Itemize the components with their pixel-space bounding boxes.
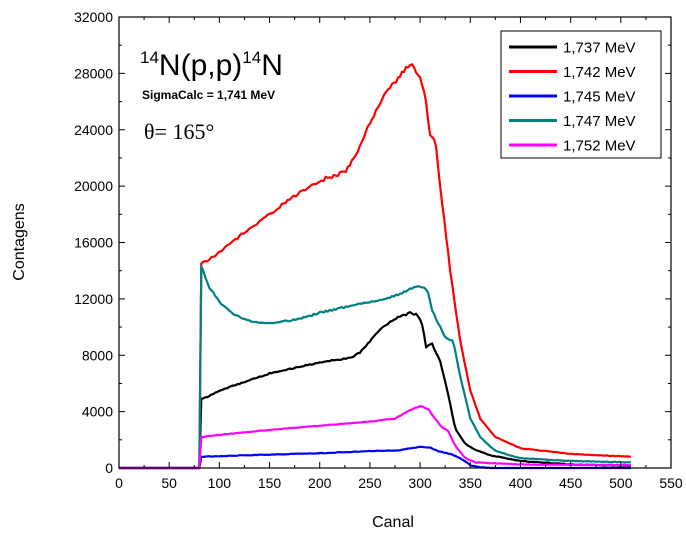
- x-tick-label: 300: [408, 475, 432, 491]
- x-tick-label: 200: [308, 475, 332, 491]
- y-tick-label: 16000: [74, 235, 113, 251]
- x-tick-label: 550: [659, 475, 683, 491]
- y-tick-label: 8000: [82, 347, 113, 363]
- legend-label: 1,752 MeV: [563, 138, 636, 155]
- series-line: [119, 405, 632, 470]
- series-line: [119, 311, 632, 470]
- series-line: [119, 63, 632, 470]
- x-tick-label: 400: [509, 475, 533, 491]
- y-tick-label: 4000: [82, 404, 113, 420]
- theta-annotation: θ= 165°: [144, 119, 214, 144]
- y-tick-label: 28000: [74, 65, 113, 81]
- y-tick-label: 0: [105, 460, 113, 476]
- x-tick-label: 100: [208, 475, 232, 491]
- x-tick-label: 350: [459, 475, 483, 491]
- series-line: [119, 265, 631, 470]
- x-tick-label: 250: [358, 475, 382, 491]
- x-tick-label: 500: [609, 475, 633, 491]
- legend-label: 1,745 MeV: [563, 89, 636, 106]
- axis-ticks: [118, 16, 672, 469]
- axis-labels: 0 50 100 150 200 250 300 350 400 450 500 550 0 4000 80…: [74, 9, 683, 491]
- legend: 1,737 MeV 1,742 MeV 1,745 MeV 1,747 MeV 1,75…: [500, 30, 662, 159]
- legend-label: 1,737 MeV: [563, 40, 636, 57]
- plot-series: [119, 63, 632, 470]
- reaction-label: 14N(p,p)14N: [140, 48, 283, 82]
- y-tick-label: 20000: [74, 178, 113, 194]
- x-tick-label: 50: [161, 475, 177, 491]
- x-tick-label: 0: [115, 475, 123, 491]
- x-tick-label: 150: [258, 475, 282, 491]
- x-tick-label: 450: [559, 475, 583, 491]
- legend-label: 1,747 MeV: [563, 113, 636, 130]
- x-axis-title: Canal: [372, 514, 414, 531]
- y-tick-label: 12000: [74, 291, 113, 307]
- sigma-annotation: SigmaCalc = 1,741 MeV: [142, 88, 275, 102]
- y-axis-title: Contagens: [11, 203, 28, 280]
- legend-label: 1,742 MeV: [563, 64, 636, 81]
- y-tick-label: 32000: [74, 9, 113, 25]
- y-tick-label: 24000: [74, 122, 113, 138]
